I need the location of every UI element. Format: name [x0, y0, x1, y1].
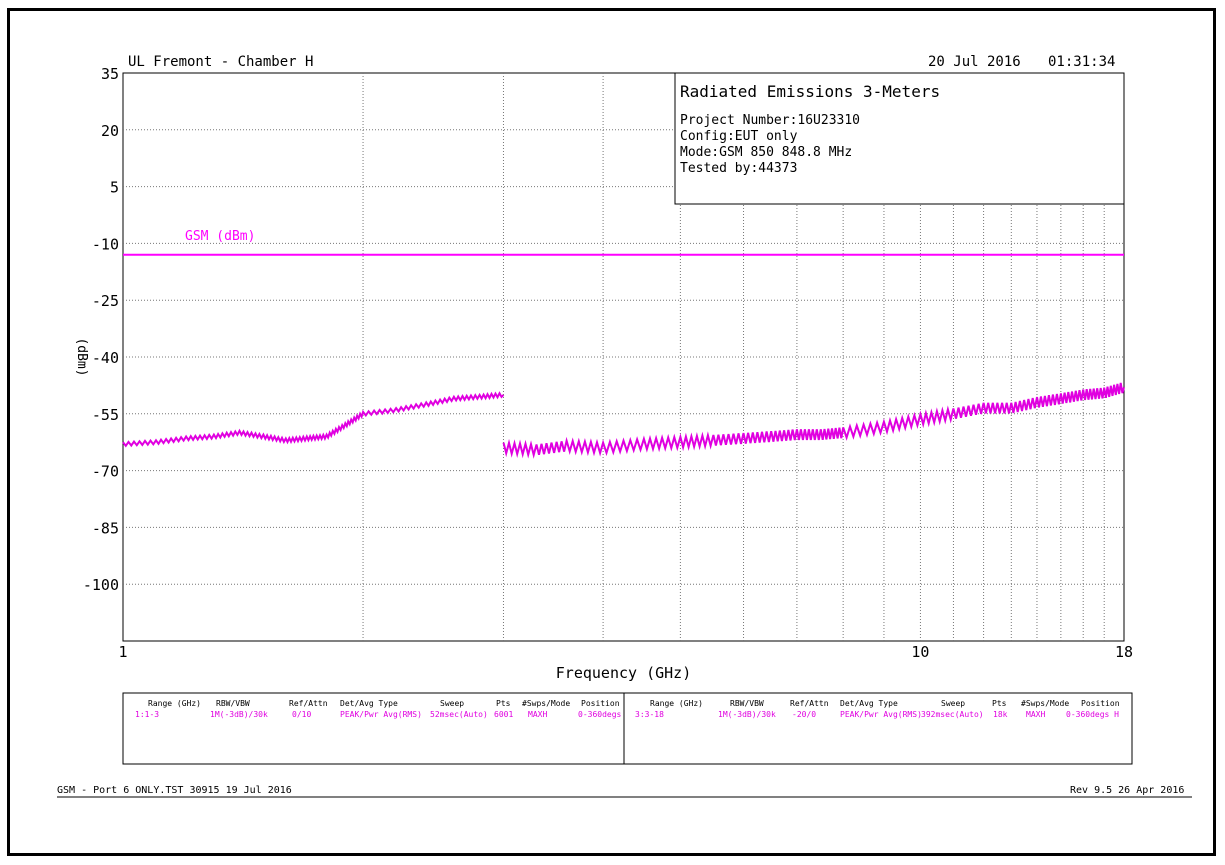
- table-header-rbw-1: RBW/VBW: [216, 699, 250, 708]
- limit-line-label: GSM (dBm): [185, 229, 255, 244]
- table-cell-det-1: PEAK/Pwr Avg(RMS): [340, 710, 422, 719]
- table-cell-range-1: 1:1-3: [135, 710, 160, 719]
- x-tick-label: 18: [1115, 643, 1133, 661]
- table-cell-sweep-2: 392msec(Auto): [921, 710, 984, 719]
- header-time: 01:31:34: [1048, 54, 1116, 70]
- page-frame: [7, 8, 1216, 856]
- y-tick-label: -55: [92, 406, 119, 424]
- table-header-position-1: Position: [581, 699, 620, 708]
- settings-table-box: [122, 692, 1133, 765]
- series-line: [502, 382, 1125, 459]
- info-title: Radiated Emissions 3-Meters: [680, 82, 941, 101]
- y-axis-label: (dBm): [74, 337, 89, 376]
- table-header-refattn-2: Ref/Attn: [790, 699, 829, 708]
- table-cell-pts-2: 18k: [993, 710, 1008, 719]
- table-header-refattn-1: Ref/Attn: [289, 699, 328, 708]
- table-cell-position-2: 0-360degs H: [1066, 710, 1119, 719]
- table-header-range-1: Range (GHz): [148, 699, 201, 708]
- table-cell-rbw-2: 1M(-3dB)/30k: [718, 710, 776, 719]
- table-header-range-2: Range (GHz): [650, 699, 703, 708]
- y-tick-label: 35: [101, 65, 119, 83]
- y-tick-label: 20: [101, 122, 119, 140]
- info-tested-by: Tested by:44373: [680, 161, 798, 176]
- table-cell-sweep-1: 52msec(Auto): [430, 710, 488, 719]
- header-date: 20 Jul 2016: [928, 54, 1021, 70]
- table-header-det-1: Det/Avg Type: [340, 699, 398, 708]
- table-header-position-2: Position: [1081, 699, 1120, 708]
- info-config: Config:EUT only: [680, 129, 798, 144]
- table-cell-position-1: 0-360degs: [578, 710, 622, 719]
- y-tick-label: 5: [110, 179, 119, 197]
- table-cell-rbw-1: 1M(-3dB)/30k: [210, 710, 268, 719]
- y-tick-label: -10: [92, 235, 119, 253]
- footer-revision: Rev 9.5 26 Apr 2016: [1070, 785, 1185, 796]
- table-cell-refattn-1: 0/10: [292, 710, 312, 719]
- series-line: [122, 391, 505, 448]
- y-tick-label: -25: [92, 292, 119, 310]
- info-project-number: Project Number:16U23310: [680, 113, 861, 128]
- y-tick-label: -70: [92, 463, 119, 481]
- table-header-swps-2: #Swps/Mode: [1021, 699, 1070, 708]
- table-header-det-2: Det/Avg Type: [840, 699, 898, 708]
- x-tick-label: 10: [911, 643, 929, 661]
- info-mode: Mode:GSM 850 848.8 MHz: [680, 145, 853, 160]
- site-title: UL Fremont - Chamber H: [128, 54, 314, 70]
- table-header-pts-1: Pts: [496, 699, 511, 708]
- table-cell-refattn-2: -20/0: [792, 710, 817, 719]
- table-header-sweep-2: Sweep: [941, 699, 966, 708]
- y-tick-label: -100: [83, 576, 119, 594]
- table-cell-mode-2: MAXH: [1026, 710, 1046, 719]
- y-tick-label: -85: [92, 519, 119, 537]
- x-axis-label: Frequency (GHz): [556, 664, 691, 682]
- table-header-sweep-1: Sweep: [440, 699, 465, 708]
- y-tick-label: -40: [92, 349, 119, 367]
- table-cell-pts-1: 6001: [494, 710, 514, 719]
- table-header-swps-1: #Swps/Mode: [522, 699, 571, 708]
- footer-test-file: GSM - Port 6 ONLY.TST 30915 19 Jul 2016: [57, 785, 292, 796]
- x-tick-label: 1: [118, 643, 127, 661]
- table-cell-mode-1: MAXH: [528, 710, 548, 719]
- table-header-rbw-2: RBW/VBW: [730, 699, 764, 708]
- table-cell-det-2: PEAK/Pwr Avg(RMS): [840, 710, 922, 719]
- table-header-pts-2: Pts: [992, 699, 1007, 708]
- table-cell-range-2: 3:3-18: [635, 710, 664, 719]
- info-box: [674, 72, 1125, 205]
